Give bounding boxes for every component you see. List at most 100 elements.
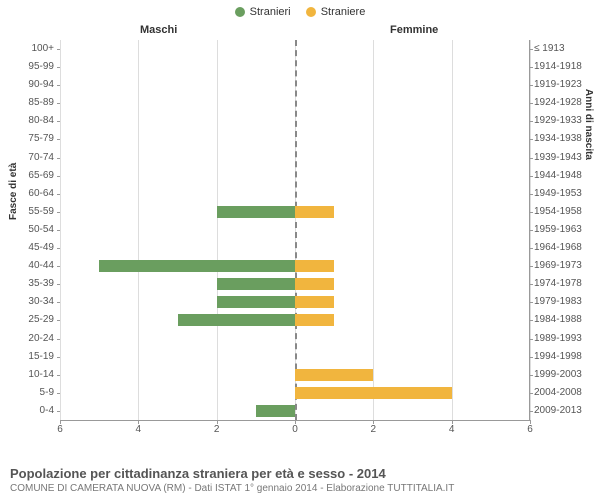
age-label: 0-4 [10,405,54,416]
age-label: 85-89 [10,97,54,108]
age-label: 35-39 [10,278,54,289]
y-tick-right [530,176,533,177]
footer-title: Popolazione per cittadinanza straniera p… [10,466,454,481]
age-label: 60-64 [10,188,54,199]
age-label: 5-9 [10,387,54,398]
birth-year-label: 1914-1918 [534,61,592,72]
y-tick-right [530,67,533,68]
y-tick-left [57,302,60,303]
x-tick-label: 4 [136,424,142,435]
age-label: 40-44 [10,260,54,271]
y-tick-left [57,121,60,122]
age-label: 65-69 [10,170,54,181]
age-row: 95-991914-1918 [60,58,530,76]
age-label: 90-94 [10,79,54,90]
age-label: 50-54 [10,224,54,235]
legend-item-male: Stranieri [235,6,291,18]
legend-swatch-female [306,7,316,17]
x-tick-label: 0 [292,424,298,435]
y-tick-right [530,375,533,376]
age-label: 25-29 [10,314,54,325]
y-tick-right [530,248,533,249]
age-row: 85-891924-1928 [60,94,530,112]
y-tick-right [530,284,533,285]
bar-male [256,405,295,417]
age-row: 70-741939-1943 [60,149,530,167]
y-tick-right [530,194,533,195]
legend-item-female: Straniere [306,6,366,18]
age-row: 45-491964-1968 [60,239,530,257]
y-tick-right [530,103,533,104]
age-label: 20-24 [10,333,54,344]
bar-female [295,369,373,381]
age-row: 10-141999-2003 [60,366,530,384]
y-tick-left [57,212,60,213]
col-title-male: Maschi [140,24,177,36]
y-tick-left [57,266,60,267]
age-row: 5-92004-2008 [60,384,530,402]
bar-female [295,296,334,308]
y-tick-right [530,393,533,394]
y-tick-left [57,49,60,50]
y-tick-right [530,49,533,50]
birth-year-label: 1939-1943 [534,152,592,163]
age-row: 15-191994-1998 [60,348,530,366]
bar-male [178,314,296,326]
birth-year-label: 1924-1928 [534,97,592,108]
birth-year-label: 1979-1983 [534,296,592,307]
age-row: 20-241989-1993 [60,330,530,348]
age-row: 30-341979-1983 [60,293,530,311]
age-row: 65-691944-1948 [60,167,530,185]
age-label: 10-14 [10,369,54,380]
x-tick-label: 4 [449,424,455,435]
y-tick-right [530,230,533,231]
y-tick-right [530,212,533,213]
age-row: 80-841929-1933 [60,112,530,130]
birth-year-label: 2009-2013 [534,405,592,416]
y-tick-right [530,411,533,412]
y-tick-left [57,339,60,340]
birth-year-label: 1954-1958 [534,206,592,217]
legend-label-male: Stranieri [250,6,291,18]
age-row: 35-391974-1978 [60,275,530,293]
x-tick-label: 6 [57,424,63,435]
y-tick-left [57,85,60,86]
bar-male [99,260,295,272]
y-tick-right [530,266,533,267]
age-label: 30-34 [10,296,54,307]
y-tick-left [57,67,60,68]
birth-year-label: 1974-1978 [534,278,592,289]
bar-male [217,206,295,218]
y-tick-right [530,320,533,321]
birth-year-label: 1964-1968 [534,242,592,253]
age-row: 75-791934-1938 [60,130,530,148]
y-tick-right [530,121,533,122]
birth-year-label: 1934-1938 [534,133,592,144]
bar-female [295,314,334,326]
age-row: 50-541959-1963 [60,221,530,239]
age-row: 55-591954-1958 [60,203,530,221]
age-row: 100+≤ 1913 [60,40,530,58]
birth-year-label: 1969-1973 [534,260,592,271]
plot-area: 6420246100+≤ 191395-991914-191890-941919… [60,40,530,440]
birth-year-label: 2004-2008 [534,387,592,398]
age-label: 70-74 [10,152,54,163]
age-label: 80-84 [10,115,54,126]
birth-year-label: 1929-1933 [534,115,592,126]
chart-footer: Popolazione per cittadinanza straniera p… [10,466,454,494]
y-tick-left [57,357,60,358]
legend-swatch-male [235,7,245,17]
footer-subtitle: COMUNE DI CAMERATA NUOVA (RM) - Dati IST… [10,483,454,494]
y-tick-left [57,158,60,159]
y-tick-left [57,248,60,249]
age-label: 75-79 [10,133,54,144]
birth-year-label: 1984-1988 [534,314,592,325]
y-tick-left [57,411,60,412]
x-tick-label: 6 [527,424,533,435]
y-tick-left [57,103,60,104]
y-tick-left [57,393,60,394]
birth-year-label: 1944-1948 [534,170,592,181]
age-label: 15-19 [10,351,54,362]
y-tick-right [530,339,533,340]
birth-year-label: 1994-1998 [534,351,592,362]
